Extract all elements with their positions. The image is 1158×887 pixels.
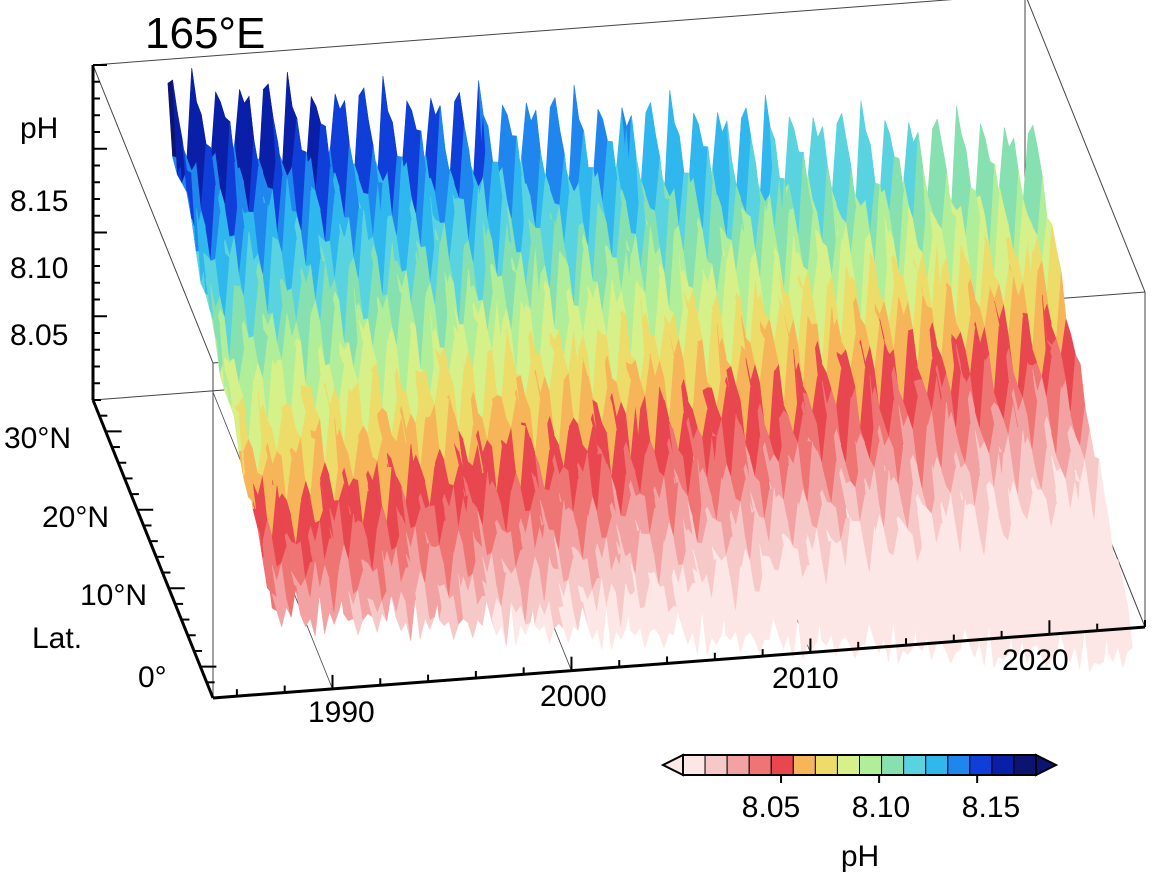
chart-title: 165°E (145, 9, 265, 58)
x-tick-label: 2000 (540, 680, 607, 713)
y-tick-labels: 0° 10°N 20°N 30°N (4, 422, 167, 694)
colorbar-swatch (969, 754, 993, 776)
colorbar-swatch (859, 754, 883, 776)
y-tick-label: 10°N (80, 579, 147, 612)
colorbar-swatch (947, 754, 971, 776)
colorbar-swatch (903, 754, 927, 776)
colorbar-swatch (748, 754, 772, 776)
colorbar-extend-high (1035, 753, 1059, 777)
colorbar-tick-labels: 8.05 8.10 8.15 (742, 791, 1020, 824)
z-axis-label: pH (20, 112, 58, 145)
y-axis-label: Lat. (32, 622, 82, 655)
colorbar-swatch (704, 754, 728, 776)
ph-surface (167, 68, 1133, 674)
box-edge (1026, 0, 1146, 293)
colorbar-extend-low (660, 753, 684, 777)
colorbar-tick-label: 8.05 (742, 791, 800, 824)
colorbar-label: pH (841, 840, 879, 873)
colorbar-swatch (836, 754, 860, 776)
z-tick-label: 8.05 (10, 319, 68, 352)
colorbar-swatch (726, 754, 750, 776)
y-tick-label: 0° (138, 661, 167, 694)
x-tick-label: 1990 (308, 696, 375, 729)
y-tick-label: 20°N (42, 501, 109, 534)
colorbar-swatch (881, 754, 905, 776)
colorbar-tick-label: 8.15 (962, 791, 1020, 824)
colorbar (660, 753, 1059, 783)
z-tick-labels: 8.05 8.10 8.15 (10, 185, 68, 352)
axis-line (91, 399, 215, 699)
box-edge (92, 0, 953, 66)
colorbar-swatch (814, 754, 838, 776)
y-tick-label: 30°N (4, 422, 71, 455)
box-edge (92, 64, 214, 364)
x-tick-label: 2020 (1002, 644, 1069, 677)
z-tick-label: 8.15 (10, 185, 68, 218)
colorbar-swatch (1013, 754, 1037, 776)
colorbar-swatch (991, 754, 1015, 776)
colorbar-swatch (925, 754, 949, 776)
colorbar-swatch (792, 754, 816, 776)
colorbar-swatch (682, 754, 706, 776)
x-tick-label: 2010 (772, 662, 839, 695)
colorbar-swatch (770, 754, 794, 776)
colorbar-tick-label: 8.10 (852, 791, 910, 824)
x-tick-labels: 1990 2000 2010 2020 (308, 644, 1069, 729)
z-tick-label: 8.10 (10, 252, 68, 285)
